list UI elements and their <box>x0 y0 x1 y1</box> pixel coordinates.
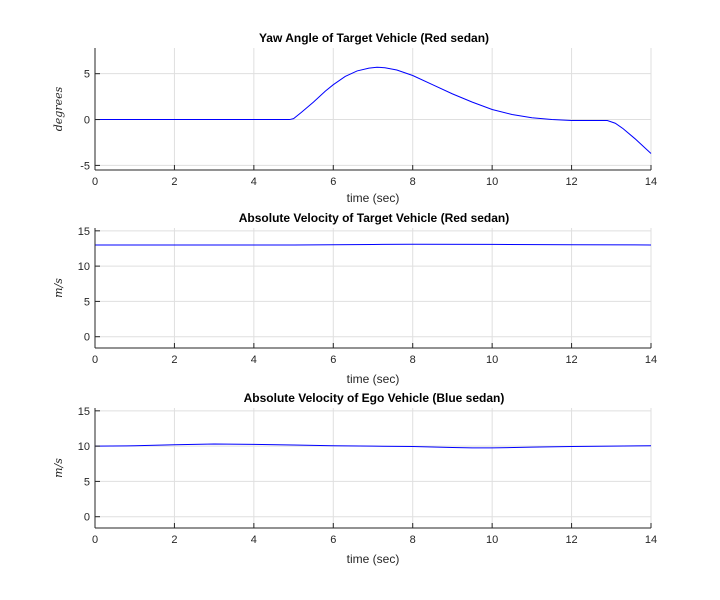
x-tick-label: 14 <box>645 354 657 366</box>
y-tick-label: 15 <box>78 406 90 418</box>
x-axis-label: time (sec) <box>347 552 400 566</box>
x-tick-label: 4 <box>251 176 257 188</box>
x-tick-label: 12 <box>565 354 577 366</box>
x-tick-label: 0 <box>92 534 98 546</box>
y-axis-label: degrees <box>52 86 65 131</box>
series-line-1 <box>94 443 652 449</box>
y-tick-label: -5 <box>80 160 90 172</box>
y-tick-label: 0 <box>84 332 90 344</box>
x-tick-label: 2 <box>171 534 177 546</box>
x-tick-label: 10 <box>486 354 498 366</box>
chart-panel-3: 0 2 4 6 8 10 12 14 0 5 10 15 Absolute Velocity of Eg… <box>52 391 657 566</box>
y-tick-label: 10 <box>78 261 90 273</box>
x-tick-label: 6 <box>330 534 336 546</box>
series-line-1 <box>95 66 652 154</box>
x-tick-label: 10 <box>486 176 498 188</box>
series-line-1 <box>95 243 652 246</box>
x-axis-label: time (sec) <box>347 191 400 205</box>
x-tick-label: 8 <box>410 534 416 546</box>
x-tick-label: 8 <box>410 176 416 188</box>
chart-title: Absolute Velocity of Ego Vehicle (Blue s… <box>244 391 505 405</box>
chart-title: Absolute Velocity of Target Vehicle (Red… <box>239 211 510 225</box>
y-tick-label: 5 <box>84 69 90 81</box>
y-axis-label: m/s <box>52 458 65 478</box>
y-tick-label: 10 <box>78 441 90 453</box>
x-tick-label: 6 <box>330 176 336 188</box>
y-tick-label: 5 <box>84 476 90 488</box>
y-tick-label: 0 <box>84 512 90 524</box>
plot-area <box>95 228 651 348</box>
chart-panel-2: 0 2 4 6 8 10 12 14 0 5 10 15 Absolute Velocity of Ta… <box>52 211 657 386</box>
y-tick-label: 5 <box>84 296 90 308</box>
x-tick-label: 4 <box>251 534 257 546</box>
x-tick-label: 10 <box>486 534 498 546</box>
x-tick-label: 12 <box>565 534 577 546</box>
x-tick-label: 2 <box>171 354 177 366</box>
x-tick-label: 8 <box>410 354 416 366</box>
plot-area <box>95 48 651 170</box>
chart-title: Yaw Angle of Target Vehicle (Red sedan) <box>259 31 489 45</box>
x-tick-label: 14 <box>645 534 657 546</box>
x-tick-label: 14 <box>645 176 657 188</box>
x-tick-label: 0 <box>92 354 98 366</box>
x-tick-label: 6 <box>330 354 336 366</box>
y-tick-label: 0 <box>84 115 90 127</box>
y-tick-label: 15 <box>78 226 90 238</box>
x-tick-label: 0 <box>92 176 98 188</box>
plot-area <box>95 408 651 528</box>
x-tick-label: 2 <box>171 176 177 188</box>
x-tick-label: 12 <box>565 176 577 188</box>
y-axis-label: m/s <box>52 278 65 298</box>
x-axis-label: time (sec) <box>347 372 400 386</box>
x-tick-label: 4 <box>251 354 257 366</box>
